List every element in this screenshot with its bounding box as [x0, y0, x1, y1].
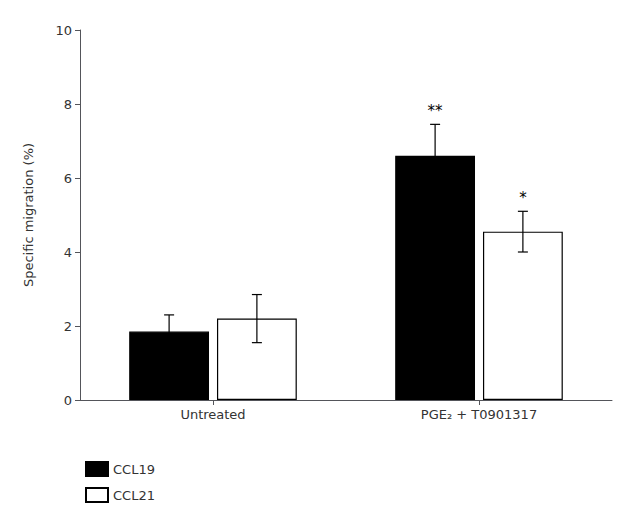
svg-text:CCL21: CCL21 — [113, 488, 155, 503]
svg-text:PGE₂ + T0901317: PGE₂ + T0901317 — [421, 407, 537, 422]
svg-text:8: 8 — [64, 97, 72, 112]
svg-text:6: 6 — [64, 171, 72, 186]
svg-text:**: ** — [428, 102, 444, 120]
svg-text:0: 0 — [64, 393, 72, 408]
svg-text:10: 10 — [55, 23, 72, 38]
svg-text:4: 4 — [64, 245, 72, 260]
svg-text:CCL19: CCL19 — [113, 462, 155, 477]
svg-text:Specific migration (%): Specific migration (%) — [21, 143, 36, 287]
svg-text:2: 2 — [64, 319, 72, 334]
svg-text:Untreated: Untreated — [180, 407, 245, 422]
svg-text:*: * — [519, 189, 527, 207]
